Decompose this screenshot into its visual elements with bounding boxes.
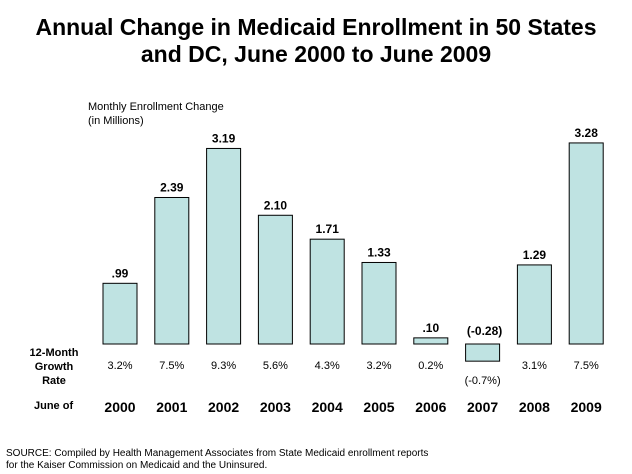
source-line1: SOURCE: Compiled by Health Management As… xyxy=(6,448,429,459)
chart-title-line2: and DC, June 2000 to June 2009 xyxy=(140,41,492,67)
year-label-2001: 2001 xyxy=(156,399,187,415)
year-label-2005: 2005 xyxy=(363,399,394,415)
bar-2002 xyxy=(206,147,242,345)
year-label-2000: 2000 xyxy=(104,399,135,415)
value-label-2005: 1.33 xyxy=(367,245,391,259)
growth-rate-2003: 5.6% xyxy=(263,360,288,372)
bar-2009 xyxy=(568,142,604,345)
value-label-2006: .10 xyxy=(422,321,439,335)
bar-2003 xyxy=(257,214,293,345)
value-label-2002: 3.19 xyxy=(212,131,236,145)
value-label-2008: 1.29 xyxy=(523,248,547,262)
growth-rate-2001: 7.5% xyxy=(159,360,184,372)
bar-2004 xyxy=(309,238,345,345)
bar-2008 xyxy=(516,264,552,345)
growth-rate-2000: 3.2% xyxy=(107,360,132,372)
year-label-2003: 2003 xyxy=(260,399,291,415)
growth-rate-row-label: 12-Month Growth Rate xyxy=(22,346,86,388)
value-label-2003: 2.10 xyxy=(264,198,288,212)
growth-rate-2007: (-0.7%) xyxy=(465,375,501,387)
growth-rate-2002: 9.3% xyxy=(211,360,236,372)
source-note: SOURCE: Compiled by Health Management As… xyxy=(6,448,428,472)
y-axis-label-line1: Monthly Enrollment Change xyxy=(88,101,224,113)
bar-2006 xyxy=(413,337,449,345)
bar-2000 xyxy=(102,282,138,345)
year-label-2007: 2007 xyxy=(467,399,498,415)
growth-rate-2004: 4.3% xyxy=(315,360,340,372)
year-row-label: June of xyxy=(34,400,74,412)
bar-2005 xyxy=(361,261,397,345)
year-label-2008: 2008 xyxy=(519,399,550,415)
growth-rate-2008: 3.1% xyxy=(522,360,547,372)
growth-rate-2009: 7.5% xyxy=(574,360,599,372)
year-label-2002: 2002 xyxy=(208,399,239,415)
value-label-2009: 3.28 xyxy=(575,126,599,140)
year-label-2004: 2004 xyxy=(312,399,343,415)
y-axis-label: Monthly Enrollment Change (in Millions) xyxy=(88,100,224,128)
chart-title: Annual Change in Medicaid Enrollment in … xyxy=(0,14,632,68)
year-label-2006: 2006 xyxy=(415,399,446,415)
growth-rate-label-line2: Growth Rate xyxy=(34,361,74,387)
year-label-2009: 2009 xyxy=(571,399,602,415)
growth-rate-2005: 3.2% xyxy=(366,360,391,372)
value-label-2000: .99 xyxy=(112,266,129,280)
growth-rate-2006: 0.2% xyxy=(418,360,443,372)
value-label-2001: 2.39 xyxy=(160,180,184,194)
value-label-2007: (-0.28) xyxy=(467,324,502,338)
growth-rate-label-line1: 12-Month xyxy=(29,347,79,359)
bar-2001 xyxy=(154,196,190,345)
value-label-2004: 1.71 xyxy=(316,222,340,236)
bar-2007 xyxy=(465,343,501,362)
y-axis-label-line2: (in Millions) xyxy=(88,115,144,127)
chart-title-line1: Annual Change in Medicaid Enrollment in … xyxy=(35,14,597,40)
source-line2: for the Kaiser Commission on Medicaid an… xyxy=(6,460,268,471)
